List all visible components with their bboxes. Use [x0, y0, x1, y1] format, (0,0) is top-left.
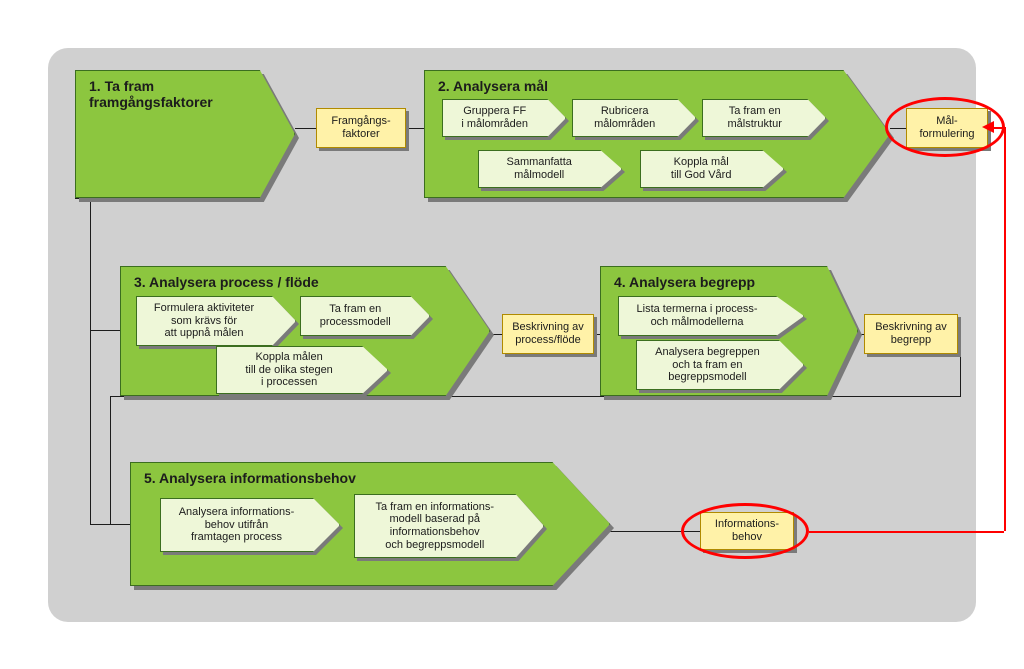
phase-title: 5. Analysera informationsbehov — [144, 470, 356, 486]
connector — [90, 198, 91, 524]
output-label: Mål- formulering — [906, 108, 988, 148]
feedback-line — [1004, 127, 1006, 531]
connector — [295, 128, 316, 129]
output-o4: Beskrivning av begrepp — [864, 314, 958, 354]
connector — [110, 396, 111, 524]
output-o3: Beskrivning av process/flöde — [502, 314, 594, 354]
substep-p3s3: Koppla målen till de olika stegen i proc… — [216, 346, 388, 394]
phase-title: 4. Analysera begrepp — [614, 274, 755, 290]
phase-title: 3. Analysera process / flöde — [134, 274, 319, 290]
substep-p2s1: Gruppera FF i målområden — [442, 99, 566, 137]
substep-label: Koppla mål till God Vård — [640, 150, 762, 188]
substep-label: Lista termerna i process- och målmodelle… — [618, 296, 776, 336]
feedback-line — [809, 531, 1004, 533]
connector — [90, 524, 130, 525]
output-label: Informations- behov — [700, 512, 794, 550]
substep-label: Analysera begreppen och ta fram en begre… — [636, 340, 779, 390]
substep-label: Koppla målen till de olika stegen i proc… — [216, 346, 362, 394]
connector — [890, 128, 906, 129]
substep-p4s1: Lista termerna i process- och målmodelle… — [618, 296, 804, 336]
substep-p5s2: Ta fram en informations- modell baserad … — [354, 494, 544, 558]
substep-p2s2: Rubricera målområden — [572, 99, 696, 137]
output-o2: Mål- formulering — [906, 108, 988, 148]
substep-p3s1: Formulera aktiviteter som krävs för att … — [136, 296, 296, 346]
substep-label: Formulera aktiviteter som krävs för att … — [136, 296, 272, 346]
connector — [90, 330, 120, 331]
connector — [610, 531, 700, 532]
output-o1: Framgångs- faktorer — [316, 108, 406, 148]
feedback-line — [994, 127, 1004, 129]
substep-p5s1: Analysera informations- behov utifrån fr… — [160, 498, 340, 552]
substep-label: Ta fram en processmodell — [300, 296, 411, 336]
diagram-stage: 1. Ta fram framgångsfaktorer 2. Analysera… — [0, 0, 1024, 669]
output-label: Beskrivning av process/flöde — [502, 314, 594, 354]
feedback-arrowhead — [982, 121, 994, 133]
substep-p4s2: Analysera begreppen och ta fram en begre… — [636, 340, 804, 390]
substep-p2s4: Sammanfatta målmodell — [478, 150, 622, 188]
substep-label: Rubricera målområden — [572, 99, 677, 137]
substep-label: Gruppera FF i målområden — [442, 99, 547, 137]
substep-label: Ta fram en informations- modell baserad … — [354, 494, 516, 558]
substep-label: Analysera informations- behov utifrån fr… — [160, 498, 313, 552]
output-o5: Informations- behov — [700, 512, 794, 550]
substep-label: Ta fram en målstruktur — [702, 99, 807, 137]
substep-p3s2: Ta fram en processmodell — [300, 296, 430, 336]
phase-p1: 1. Ta fram framgångsfaktorer — [75, 70, 295, 198]
substep-p2s3: Ta fram en målstruktur — [702, 99, 826, 137]
output-label: Framgångs- faktorer — [316, 108, 406, 148]
output-label: Beskrivning av begrepp — [864, 314, 958, 354]
substep-label: Sammanfatta målmodell — [478, 150, 600, 188]
phase-title: 2. Analysera mål — [438, 78, 548, 94]
substep-p2s5: Koppla mål till God Vård — [640, 150, 784, 188]
phase-title: 1. Ta fram framgångsfaktorer — [89, 78, 213, 110]
